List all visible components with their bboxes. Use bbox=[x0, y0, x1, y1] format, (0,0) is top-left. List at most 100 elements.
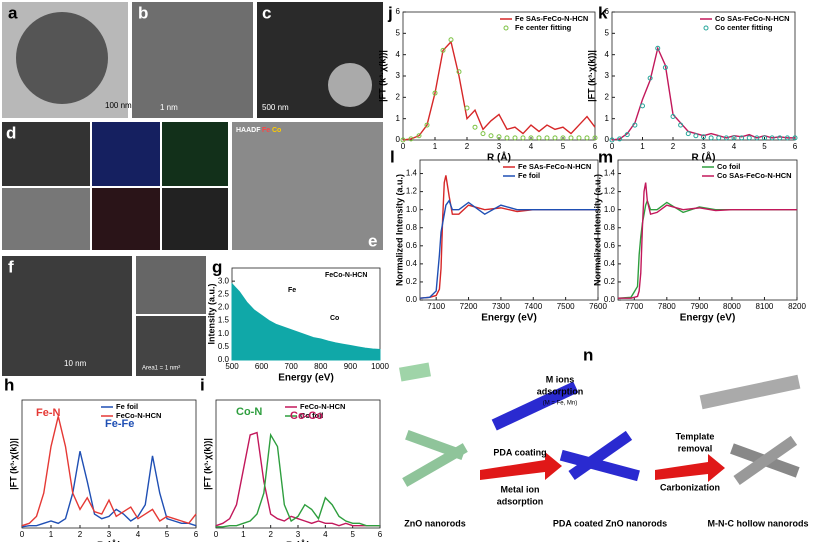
panel-letter: b bbox=[138, 3, 148, 22]
scheme-label: adsorption bbox=[497, 496, 544, 506]
marker bbox=[440, 47, 446, 53]
image-f bbox=[2, 256, 132, 376]
x-tick-label: 700 bbox=[285, 362, 299, 371]
x-tick-label: 6 bbox=[378, 530, 383, 539]
x-tick-label: 4 bbox=[529, 142, 534, 151]
legend-label: Fe foil bbox=[518, 171, 540, 180]
x-axis-label: R (Å) bbox=[487, 151, 511, 164]
marker bbox=[739, 135, 745, 141]
scheme-label: Metal ion bbox=[500, 484, 539, 494]
annotation: Fe-Fe bbox=[105, 418, 134, 430]
marker bbox=[544, 135, 550, 141]
x-tick-label: 5 bbox=[762, 142, 767, 151]
y-tick-label: 1.2 bbox=[604, 187, 616, 196]
panel-letter: f bbox=[8, 257, 14, 276]
panel-letter: d bbox=[6, 123, 16, 142]
x-axis-label: R (Å) bbox=[97, 539, 121, 542]
marker bbox=[568, 135, 574, 141]
x-axis-label: Energy (eV) bbox=[278, 373, 334, 384]
annotation: Fe bbox=[288, 287, 296, 294]
marker bbox=[528, 135, 534, 141]
marker bbox=[504, 135, 510, 141]
marker bbox=[609, 137, 615, 143]
panel-letter: e bbox=[368, 231, 377, 250]
x-tick-label: 1 bbox=[640, 142, 645, 151]
x-tick-label: 7200 bbox=[460, 302, 478, 311]
panel-letter: k bbox=[598, 3, 608, 22]
y-tick-label: 0.8 bbox=[604, 223, 616, 232]
marker bbox=[769, 135, 775, 141]
marker bbox=[708, 135, 714, 141]
marker bbox=[584, 135, 590, 141]
plot-frame bbox=[419, 159, 599, 301]
x-tick-label: 6 bbox=[793, 142, 798, 151]
line bbox=[617, 198, 797, 299]
line bbox=[402, 40, 596, 141]
marker bbox=[488, 133, 494, 139]
x-tick-label: 1 bbox=[241, 530, 246, 539]
line bbox=[419, 175, 598, 299]
y-tick-label: 0 bbox=[605, 135, 610, 144]
marker bbox=[723, 135, 729, 141]
rod bbox=[402, 443, 468, 487]
panel-letter: m bbox=[598, 147, 613, 166]
y-tick-label: 2.5 bbox=[218, 289, 230, 298]
rod bbox=[491, 381, 579, 431]
x-tick-label: 7100 bbox=[427, 302, 445, 311]
marker bbox=[592, 135, 598, 141]
y-tick-label: 1.0 bbox=[604, 205, 616, 214]
line bbox=[618, 182, 797, 299]
y-tick-label: 1.2 bbox=[406, 187, 418, 196]
x-tick-label: 5 bbox=[350, 530, 355, 539]
legend-label: Fe SAs-FeCo-N-HCN bbox=[515, 14, 588, 23]
y-axis-label: |FT (k³·χ(k))| bbox=[377, 50, 387, 102]
x-tick-label: 6 bbox=[593, 142, 598, 151]
x-tick-label: 1 bbox=[433, 142, 438, 151]
x-tick-label: 2 bbox=[268, 530, 273, 539]
marker bbox=[480, 131, 486, 137]
image bbox=[136, 256, 206, 314]
panel-letter: g bbox=[212, 257, 222, 276]
x-tick-label: 3 bbox=[497, 142, 502, 151]
x-tick-label: 4 bbox=[136, 530, 141, 539]
legend-label: Co SAs-FeCo-N-HCN bbox=[715, 14, 790, 23]
x-axis-label: R (Å) bbox=[286, 539, 310, 542]
panel-letter: n bbox=[583, 345, 593, 364]
x-tick-label: 8200 bbox=[788, 302, 806, 311]
x-tick-label: 5 bbox=[561, 142, 566, 151]
area bbox=[231, 282, 381, 361]
legend-label: FeCo-N-HCN bbox=[116, 411, 161, 420]
y-tick-label: 0.6 bbox=[406, 241, 418, 250]
x-tick-label: 0 bbox=[401, 142, 406, 151]
x-tick-label: 7700 bbox=[625, 302, 643, 311]
marker bbox=[685, 131, 691, 137]
x-tick-label: 500 bbox=[225, 362, 239, 371]
y-tick-label: 4 bbox=[396, 50, 401, 59]
y-tick-label: 6 bbox=[396, 7, 401, 16]
panel-letter: i bbox=[200, 375, 205, 394]
y-tick-label: 0.0 bbox=[218, 355, 230, 364]
x-axis-label: Energy (eV) bbox=[680, 313, 736, 324]
y-axis-label: |FT (k³·χ(k))| bbox=[202, 438, 212, 490]
y-tick-label: 0.0 bbox=[604, 295, 616, 304]
arrow bbox=[655, 454, 725, 482]
y-tick-label: 3.0 bbox=[218, 276, 230, 285]
map-label: Co bbox=[272, 127, 281, 134]
x-axis-label: Energy (eV) bbox=[481, 313, 537, 324]
legend-label: Co center fitting bbox=[715, 23, 773, 32]
marker bbox=[792, 135, 798, 141]
x-tick-label: 7500 bbox=[557, 302, 575, 311]
y-tick-label: 3 bbox=[396, 71, 401, 80]
y-tick-label: 2.0 bbox=[218, 303, 230, 312]
scheme-label: ZnO nanorods bbox=[404, 518, 466, 528]
rod bbox=[699, 374, 801, 410]
marker bbox=[731, 135, 737, 141]
scheme-label: Template bbox=[676, 431, 715, 441]
marker bbox=[576, 135, 582, 141]
marker bbox=[496, 134, 502, 140]
scheme-label: Carbonization bbox=[660, 482, 720, 492]
y-tick-label: 3 bbox=[605, 71, 610, 80]
marker bbox=[693, 133, 699, 139]
marker bbox=[448, 37, 454, 43]
